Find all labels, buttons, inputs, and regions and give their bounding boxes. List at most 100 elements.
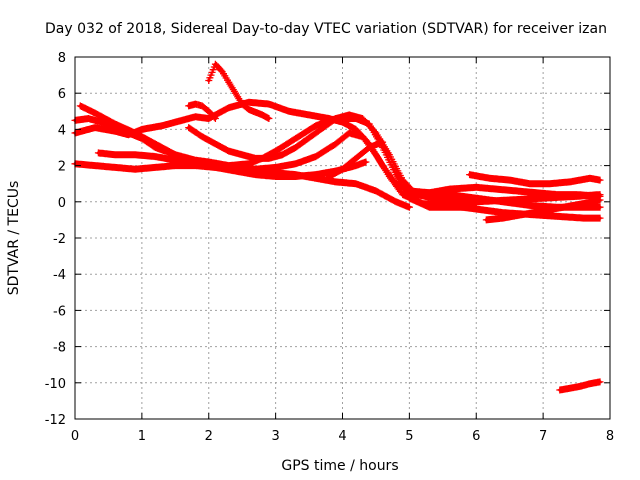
data-point xyxy=(93,164,97,168)
y-tick-label: 4 xyxy=(58,123,66,138)
data-point xyxy=(233,169,238,173)
data-point xyxy=(207,116,211,121)
data-point xyxy=(207,109,211,113)
data-point xyxy=(133,131,137,135)
data-point xyxy=(133,167,137,171)
data-point xyxy=(113,153,117,157)
grid xyxy=(75,57,610,419)
data-point xyxy=(541,209,545,213)
data-point xyxy=(568,386,572,390)
data-point xyxy=(340,167,345,171)
data-point xyxy=(598,205,602,209)
data-point xyxy=(187,104,191,108)
data-point xyxy=(173,164,177,168)
data-point xyxy=(554,214,559,218)
data-point xyxy=(354,182,358,186)
data-point xyxy=(501,211,505,215)
ticks: 0 1 2 3 4 5 6 7 8 -12 -10 -8 -6 -4 -2 0 2 4 6 8 xyxy=(45,51,614,444)
x-tick-label: 3 xyxy=(271,429,279,444)
data-point xyxy=(274,149,278,153)
data-point xyxy=(354,164,358,168)
data-point xyxy=(173,158,177,162)
data-point xyxy=(247,100,251,104)
data-point xyxy=(280,153,284,157)
data-point xyxy=(568,180,572,184)
data-point xyxy=(494,187,498,191)
data-point xyxy=(294,136,298,141)
data-point xyxy=(213,62,218,66)
data-point xyxy=(193,162,197,166)
data-point xyxy=(193,102,197,106)
x-axis-label: GPS time / hours xyxy=(281,458,398,474)
y-tick-label: -10 xyxy=(45,377,66,392)
data-point xyxy=(474,200,478,204)
data-point xyxy=(153,154,157,159)
data-point xyxy=(354,156,358,160)
data-point xyxy=(113,122,117,126)
data-point xyxy=(200,135,204,139)
data-point xyxy=(247,107,251,112)
data-point xyxy=(360,135,365,139)
series-arc-l xyxy=(482,196,604,224)
data-point xyxy=(581,216,585,220)
data-point xyxy=(581,202,585,206)
data-point xyxy=(294,145,298,150)
data-point xyxy=(213,142,218,146)
data-point xyxy=(394,200,398,204)
data-point xyxy=(367,145,371,150)
data-point xyxy=(86,116,90,121)
data-point xyxy=(227,80,231,84)
data-point xyxy=(541,196,545,200)
data-point xyxy=(381,140,385,144)
data-point xyxy=(447,187,452,191)
data-point xyxy=(598,198,602,202)
data-point xyxy=(534,191,539,195)
y-tick-label: -2 xyxy=(53,232,66,247)
data-point xyxy=(78,104,82,108)
data-point xyxy=(314,124,318,128)
series-arc-d xyxy=(71,160,413,211)
x-tick-label: 8 xyxy=(606,429,614,444)
data-point xyxy=(213,116,218,121)
series-arc-m xyxy=(556,378,604,394)
data-point xyxy=(598,216,602,220)
data-point xyxy=(267,116,271,121)
data-point xyxy=(334,116,338,121)
data-point xyxy=(233,91,238,95)
data-point xyxy=(574,192,579,197)
y-tick-label: 8 xyxy=(58,51,66,66)
data-point xyxy=(240,153,244,157)
data-point xyxy=(528,203,532,208)
data-point xyxy=(561,205,565,209)
data-point xyxy=(367,122,371,126)
data-point xyxy=(93,111,97,115)
y-tick-label: -4 xyxy=(53,268,66,283)
data-point xyxy=(180,118,184,122)
x-tick-label: 6 xyxy=(472,429,480,444)
data-point xyxy=(558,388,562,392)
data-point xyxy=(267,102,271,106)
data-point xyxy=(207,78,211,83)
data-point xyxy=(153,142,157,146)
data-point xyxy=(554,192,559,197)
x-tick-label: 7 xyxy=(539,429,547,444)
x-tick-label: 1 xyxy=(138,429,146,444)
y-tick-label: -6 xyxy=(53,304,66,319)
data-point xyxy=(354,116,358,121)
data-point xyxy=(374,153,378,157)
data-point xyxy=(240,102,244,106)
data-point xyxy=(374,189,378,193)
data-point xyxy=(327,174,331,179)
data-point xyxy=(528,182,532,186)
y-tick-label: -8 xyxy=(53,341,66,356)
data-point xyxy=(227,149,231,153)
series-arc-j xyxy=(466,171,604,188)
data-point xyxy=(334,142,338,146)
data-point xyxy=(501,216,505,220)
data-point xyxy=(253,173,258,177)
x-tick-label: 0 xyxy=(71,429,79,444)
data-point xyxy=(354,127,358,131)
data-point xyxy=(334,180,338,184)
data-point xyxy=(287,109,291,113)
